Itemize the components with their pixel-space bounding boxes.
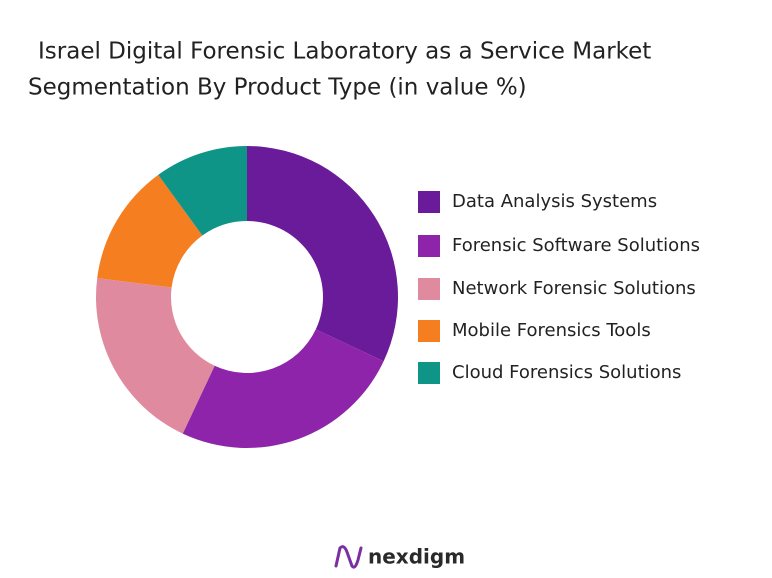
legend-swatch xyxy=(418,191,440,213)
legend-swatch xyxy=(418,278,440,300)
donut-slice xyxy=(247,146,398,362)
donut-slice xyxy=(97,174,203,288)
legend-swatch xyxy=(418,362,440,384)
chart-title: Israel Digital Forensic Laboratory as a … xyxy=(38,39,651,65)
legend-swatch xyxy=(418,320,440,342)
donut-slice xyxy=(96,278,215,434)
legend-label: Mobile Forensics Tools xyxy=(452,320,651,341)
legend-label: Forensic Software Solutions xyxy=(452,235,700,256)
brand-logo: nexdigm xyxy=(334,545,465,569)
legend-label: Data Analysis Systems xyxy=(452,191,657,212)
brand-name: nexdigm xyxy=(368,545,465,569)
donut-slice xyxy=(158,146,247,236)
legend-label: Network Forensic Solutions xyxy=(452,278,696,299)
donut-slice xyxy=(182,329,384,448)
legend-swatch xyxy=(418,235,440,257)
chart-title: Segmentation By Product Type (in value %… xyxy=(28,75,527,101)
legend-label: Cloud Forensics Solutions xyxy=(452,362,681,383)
